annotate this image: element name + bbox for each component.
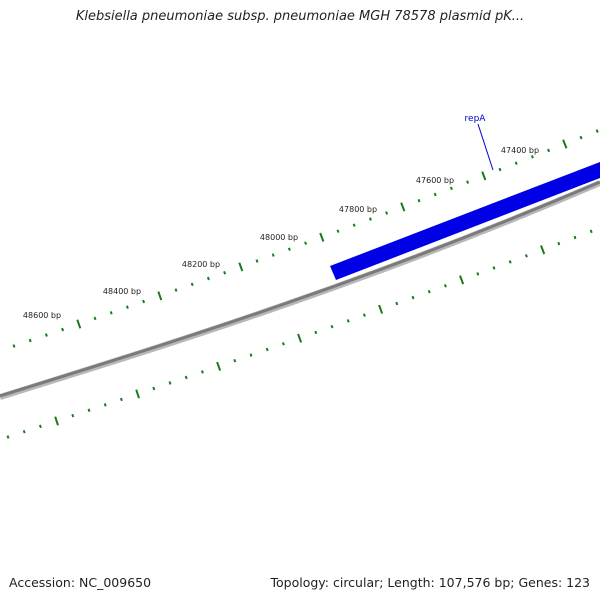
outer-ring-minor-tick (44, 333, 48, 337)
outer-ring-minor-tick (174, 288, 178, 292)
outer-ring-minor-tick (271, 253, 275, 257)
outer-ring-minor-tick (595, 129, 599, 133)
inner-ring-minor-tick (395, 301, 399, 306)
outer-ring-major-tick (76, 319, 82, 329)
gene-repA-label[interactable]: repA (465, 114, 487, 124)
inner-ring-minor-tick (589, 229, 593, 234)
gene-repA-feature[interactable] (330, 162, 600, 280)
tick-label: 48000 bp (260, 233, 298, 242)
tick-label: 47600 bp (416, 176, 454, 185)
inner-ring-major-tick (54, 416, 59, 426)
tick-label: 47800 bp (339, 205, 377, 214)
outer-ring-minor-tick (206, 276, 210, 281)
inner-ring-minor-tick (103, 403, 107, 407)
outer-ring-minor-tick (336, 229, 340, 233)
inner-ring-minor-tick (168, 381, 172, 385)
inner-ring-minor-tick (281, 342, 285, 346)
inner-tick-ring (6, 229, 593, 439)
outer-ring-major-tick (319, 232, 325, 242)
inner-ring-minor-tick (6, 435, 10, 439)
inner-ring-minor-tick (411, 295, 415, 300)
outer-ring-minor-tick (109, 311, 113, 315)
inner-ring-minor-tick (492, 266, 496, 270)
inner-ring-minor-tick (38, 424, 42, 429)
tick-label: 48600 bp (23, 311, 61, 320)
outer-ring-minor-tick (93, 316, 97, 321)
inner-ring-minor-tick (476, 272, 480, 276)
outer-ring-minor-tick (466, 180, 470, 184)
outer-ring-minor-tick (190, 282, 194, 287)
outer-ring-minor-tick (255, 259, 259, 263)
backbone-shadow (0, 180, 600, 400)
outer-tick-ring (12, 129, 599, 348)
map-title: Klebsiella pneumoniae subsp. pneumoniae … (75, 9, 525, 24)
inner-ring-minor-tick (71, 413, 75, 418)
outer-ring-minor-tick (287, 247, 291, 251)
tick-label: 48200 bp (182, 260, 220, 269)
outer-ring-minor-tick (142, 299, 146, 304)
inner-ring-minor-tick (573, 235, 577, 240)
outer-ring-minor-tick (530, 155, 534, 159)
inner-ring-minor-tick (427, 289, 431, 294)
inner-ring-minor-tick (557, 241, 561, 246)
outer-ring-minor-tick (368, 217, 372, 221)
inner-ring-minor-tick (87, 408, 91, 413)
tick-label: 48400 bp (103, 287, 141, 296)
outer-ring-minor-tick (579, 135, 583, 140)
outer-ring-minor-tick (449, 186, 453, 191)
outer-ring-minor-tick (125, 305, 129, 309)
inner-ring-minor-tick (508, 260, 512, 264)
inner-ring-major-tick (297, 333, 303, 343)
inner-ring-major-tick (216, 361, 222, 371)
inner-ring-major-tick (540, 245, 546, 255)
inner-ring-minor-tick (184, 375, 188, 380)
inner-ring-minor-tick (119, 397, 123, 402)
inner-ring-major-tick (459, 275, 465, 285)
outer-ring-minor-tick (61, 327, 65, 332)
outer-ring-major-tick (481, 171, 487, 181)
outer-ring-minor-tick (417, 198, 421, 203)
tick-label: 47400 bp (501, 146, 539, 155)
inner-ring-minor-tick (265, 347, 269, 352)
outer-ring-minor-tick (352, 223, 356, 227)
outer-ring-major-tick (400, 202, 406, 212)
inner-ring-major-tick (378, 304, 384, 314)
outer-ring-major-tick (562, 139, 568, 149)
outer-ring-minor-tick (28, 338, 32, 343)
outer-ring-minor-tick (498, 167, 502, 172)
outer-ring-major-tick (238, 262, 244, 272)
outer-ring-minor-tick (12, 344, 16, 348)
inner-ring-minor-tick (524, 254, 528, 258)
inner-ring-minor-tick (314, 330, 318, 335)
inner-ring-minor-tick (330, 324, 334, 329)
inner-ring-minor-tick (22, 429, 26, 434)
inner-ring-minor-tick (233, 358, 237, 363)
outer-ring-minor-tick (223, 270, 227, 275)
outer-ring-minor-tick (385, 211, 389, 215)
gene-repA-leader-line (477, 123, 494, 171)
inner-ring-minor-tick (362, 313, 366, 317)
plasmid-backbone (0, 180, 600, 398)
accession-text: Accession: NC_009650 (9, 575, 152, 590)
inner-ring-minor-tick (346, 319, 350, 323)
tick-labels: 47400 bp 47600 bp 47800 bp 48000 bp 48200 bp… (23, 146, 539, 320)
inner-ring-minor-tick (443, 284, 447, 288)
topology-summary: Topology: circular; Length: 107,576 bp; … (270, 575, 591, 590)
inner-ring-major-tick (135, 389, 140, 399)
inner-ring-minor-tick (200, 370, 204, 374)
inner-ring-minor-tick (249, 353, 253, 357)
outer-ring-minor-tick (514, 161, 518, 165)
outer-ring-minor-tick (304, 241, 308, 245)
outer-ring-minor-tick (433, 192, 437, 197)
outer-ring-minor-tick (547, 148, 551, 153)
outer-ring-major-tick (157, 291, 163, 301)
inner-ring-minor-tick (152, 386, 156, 391)
